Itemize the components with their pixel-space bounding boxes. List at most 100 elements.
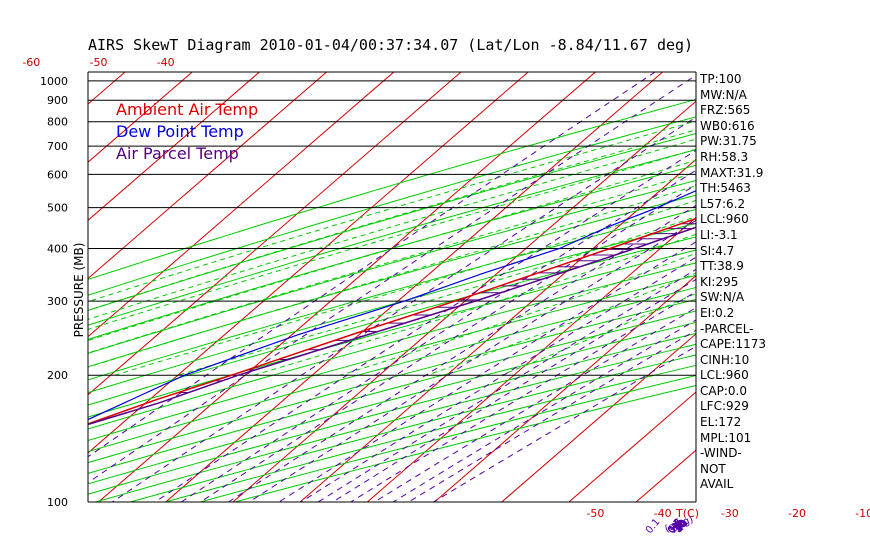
mixing-ratio-line: [154, 149, 696, 502]
isotherm-line: [88, 72, 529, 454]
mixing-ratio-tick-label: 8: [673, 520, 686, 532]
dry-adiabat-line: [88, 274, 696, 441]
sounding-profiles: [88, 190, 696, 426]
bottom-temp-tick-label: -10: [855, 507, 870, 520]
index-item: -WIND-: [700, 446, 742, 461]
moist-adiabat-line: [88, 185, 696, 368]
pressure-tick-label: 300: [47, 295, 68, 308]
index-item: MW:N/A: [700, 87, 747, 102]
mixing-ratio-tick-label: 1: [670, 520, 683, 532]
isotherm-line: [88, 72, 193, 163]
mixing-ratio-line: [300, 256, 696, 502]
dry-adiabat-line: [88, 287, 696, 453]
top-temp-tick-label: -50: [90, 56, 108, 69]
mixing-ratio-line: [350, 291, 696, 502]
bottom-temp-tick-label: -30: [721, 507, 739, 520]
isotherm-line: [88, 72, 327, 280]
index-item: TP:100: [700, 72, 742, 86]
pressure-tick-label: 200: [47, 369, 68, 382]
index-item: NOT: [700, 461, 726, 476]
index-item: PW:31.75: [700, 134, 757, 149]
index-item: CINH:10: [700, 352, 750, 367]
index-item: TT:38.9: [700, 259, 744, 274]
mixing-ratio-line: [88, 72, 656, 458]
x-axis-label: T(C): [675, 507, 699, 520]
dry-adiabat-line: [88, 98, 696, 281]
dry-adiabat-line: [88, 116, 696, 296]
dry-adiabat-line: [88, 222, 696, 394]
y-axis-label: PRESSURE (MB): [72, 243, 86, 338]
mixing-ratio-line: [228, 204, 696, 502]
index-item: MPL:101: [700, 430, 752, 445]
isotherm-line: [501, 333, 696, 502]
bottom-temp-tick-label: -40: [654, 507, 672, 520]
isotherm-line: [568, 391, 696, 502]
profile-air-parcel-temp: [88, 226, 696, 426]
index-item: CAPE:1173: [700, 337, 766, 352]
legend-dew-point-temp: Dew Point Temp: [116, 122, 244, 141]
pressure-tick-label: 700: [47, 140, 68, 153]
index-item: -PARCEL-: [700, 321, 754, 336]
mixing-ratio-tick-label: 4: [672, 520, 685, 532]
mixing-ratio-line: [112, 116, 696, 502]
top-temp-tick-label: -60: [22, 56, 40, 69]
index-item: WB0:616: [700, 118, 755, 133]
isotherm-line: [98, 72, 596, 502]
bottom-temp-tick-label: -20: [788, 507, 806, 520]
index-item: L57:6.2: [700, 196, 746, 211]
dry-adiabat-line: [88, 249, 696, 418]
moist-adiabat-line: [426, 272, 696, 376]
index-item: SW:N/A: [700, 290, 745, 305]
cape-hatching: [178, 218, 696, 393]
isobars: [88, 80, 696, 376]
index-item: EI:0.2: [700, 305, 735, 320]
dry-adiabat-line: [88, 164, 696, 340]
stability-indices-panel: TP:100 MW:N/A FRZ:565 WB0:616 PW:31.75 RH:58.…: [700, 72, 820, 493]
isotherm-line: [88, 72, 395, 338]
profile-dew-point-temp: [88, 190, 696, 421]
pressure-tick-label: 800: [47, 116, 68, 129]
isotherm-line: [88, 72, 260, 221]
dry-adiabat-line: [88, 209, 696, 381]
bottom-temp-tick-label: -50: [586, 507, 604, 520]
axes: 100 200 300 400 500 600 700 800 900 1000 PRESSURE …: [22, 56, 870, 536]
index-item: AVAIL: [700, 477, 734, 492]
moist-adiabat-line: [177, 216, 696, 376]
pressure-tick-label: 900: [47, 94, 68, 107]
dry-adiabat-line: [88, 236, 696, 406]
pressure-tick-label: 100: [47, 496, 68, 509]
mixing-ratio-tick-label: 2: [671, 520, 684, 532]
dry-adiabat-line: [88, 310, 696, 474]
index-item: EL:172: [700, 415, 742, 430]
dry-adiabat-line: [88, 262, 696, 430]
isotherm-line: [434, 275, 696, 502]
isotherm-line: [0, 72, 58, 502]
moist-adiabat-line: [340, 252, 696, 376]
dry-adiabat-line: [88, 149, 696, 326]
pressure-tick-label: 1000: [40, 75, 68, 88]
index-item: KI:295: [700, 274, 739, 289]
index-item: SI:4.7: [700, 243, 735, 258]
mixing-ratio-line: [278, 241, 696, 502]
legend-ambient-air-temp: Ambient Air Temp: [116, 100, 259, 119]
index-item: LFC:929: [700, 399, 749, 414]
index-item: MAXT:31.9: [700, 165, 764, 180]
mixing-ratio-tick-label: 3: [671, 520, 684, 532]
moist-adiabat-line: [88, 120, 696, 303]
moist-adiabat-line: [114, 199, 696, 376]
chart-title: AIRS SkewT Diagram 2010-01-04/00:37:34.0…: [88, 36, 694, 54]
mixing-ratio-line: [374, 307, 696, 502]
mixing-ratio-tick-label: 6: [672, 520, 685, 532]
index-item: RH:58.3: [700, 149, 749, 164]
dry-adiabat-line: [88, 321, 696, 485]
pressure-tick-label: 600: [47, 168, 68, 181]
mixing-ratio-line: [88, 74, 696, 484]
top-temp-tick-label: -40: [157, 56, 175, 69]
pressure-tick-label: 400: [47, 242, 68, 255]
legend-air-parcel-temp: Air Parcel Temp: [116, 144, 239, 163]
index-item: LI:-3.1: [700, 227, 738, 242]
moist-adiabat-line: [88, 138, 696, 320]
isotherm-line: [299, 158, 696, 502]
dry-adiabat-line: [88, 132, 696, 311]
